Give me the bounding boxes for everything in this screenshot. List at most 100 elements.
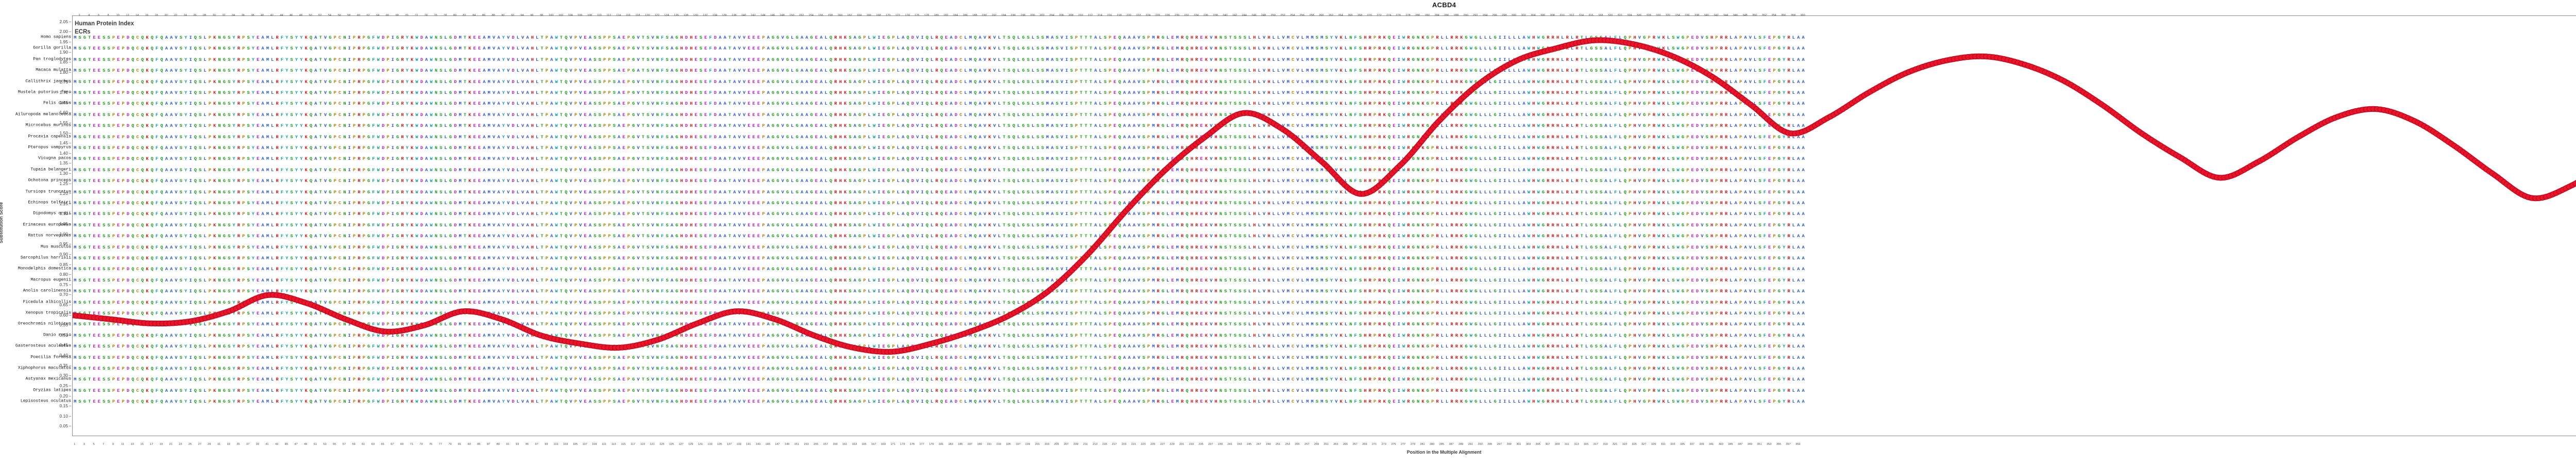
species-label[interactable]: Ficedula albicollis: [23, 300, 71, 305]
species-label[interactable]: Gorilla gorilla: [33, 45, 71, 51]
species-label[interactable]: Felis catus: [43, 101, 71, 106]
species-label[interactable]: Procavia capensis: [28, 134, 71, 139]
ruler-tick: 92: [511, 14, 515, 17]
species-label[interactable]: Microcebus murinus: [25, 123, 71, 128]
y-axis-tick: 2.00: [59, 29, 68, 35]
species-label[interactable]: Anolis carolinensis: [23, 288, 71, 293]
score-point: [2217, 175, 2224, 181]
score-point: [2102, 103, 2108, 109]
species-label[interactable]: Xiphophorus maculatus: [18, 366, 71, 371]
species-label[interactable]: Homo sapiens: [41, 35, 71, 40]
ruler-tick: 298: [1502, 14, 1507, 17]
species-label[interactable]: Callithrix jacchus: [25, 79, 71, 84]
species-label[interactable]: Ochotona princeps: [28, 178, 71, 183]
score-point: [2370, 106, 2377, 112]
species-label[interactable]: Pan troglodytes: [33, 57, 71, 62]
species-label[interactable]: Mustela putorius furo: [18, 90, 71, 95]
score-point: [2045, 71, 2052, 77]
y-axis-tick: 0.05: [59, 423, 68, 429]
score-point: [1873, 85, 1880, 91]
species-label[interactable]: Sarcophilus harrisii: [20, 255, 71, 260]
y-axis-tick: 1.50: [59, 130, 68, 136]
species-label[interactable]: Monodelphis domestica: [18, 266, 71, 271]
score-point: [2306, 128, 2312, 134]
species-label[interactable]: Oryzias latipes: [33, 388, 71, 393]
species-label[interactable]: Oreochromis niloticus: [18, 321, 71, 326]
score-point: [2039, 68, 2045, 74]
score-point: [2001, 56, 2007, 62]
y-axis-tick: 0.55: [59, 322, 68, 328]
y-axis-tick: 0.20: [59, 393, 68, 399]
species-label[interactable]: Tupaia belangeri: [30, 167, 71, 172]
ruler-tick: 38: [251, 14, 255, 17]
ruler-tick: 186: [962, 14, 968, 17]
position-ruler-top: 2 4 6 8 10 12 14 16 18 20 22 24 26 28 30 32 34 36 38 40 42 44…: [72, 9, 1805, 17]
species-label[interactable]: Danio rerio: [43, 333, 71, 338]
legend-ecrs: ECRs: [75, 29, 91, 35]
species-label[interactable]: Macropus eugenii: [30, 277, 71, 283]
ruler-tick: 46: [290, 14, 293, 17]
ruler-tick: 21: [169, 443, 173, 446]
species-label[interactable]: Macaca mulatta: [36, 68, 71, 73]
ruler-tick: 290: [1463, 14, 1468, 17]
species-label[interactable]: Dipodomys ordii: [33, 211, 71, 216]
species-label[interactable]: Astyanax mexicanus: [25, 376, 71, 382]
score-point: [1827, 113, 1834, 120]
species-label[interactable]: Vicugna pacos: [38, 156, 71, 161]
species-label[interactable]: Mus musculus: [41, 244, 71, 250]
score-point: [1883, 80, 1889, 86]
page-title: ACBD4: [1432, 1, 1456, 9]
ruler-tick: 353: [1767, 443, 1772, 446]
score-point: [2008, 58, 2014, 64]
species-label[interactable]: Ailuropoda melanoleuca: [15, 112, 71, 117]
y-axis-tick: 0.90: [59, 251, 68, 257]
species-label[interactable]: Xenopus tropicalis: [25, 310, 71, 316]
score-point: [1933, 60, 1939, 66]
score-point: [1486, 73, 1492, 80]
score-point: [2486, 168, 2493, 174]
species-label[interactable]: Lepisosteus oculatus: [20, 399, 71, 404]
species-label[interactable]: Erinaceus europaeus: [23, 222, 71, 227]
species-label[interactable]: Gasterosteus aculeatus: [15, 343, 71, 349]
species-label[interactable]: Poecilia formosa: [30, 355, 71, 360]
species-label[interactable]: Rattus norvegicus: [28, 233, 71, 238]
ruler-tick: 285: [1439, 443, 1444, 446]
species-label[interactable]: Echinops telfairi: [28, 200, 71, 205]
species-label[interactable]: Tursiops truncatus: [25, 189, 71, 194]
species-label[interactable]: Pteropus vampyrus: [28, 145, 71, 150]
